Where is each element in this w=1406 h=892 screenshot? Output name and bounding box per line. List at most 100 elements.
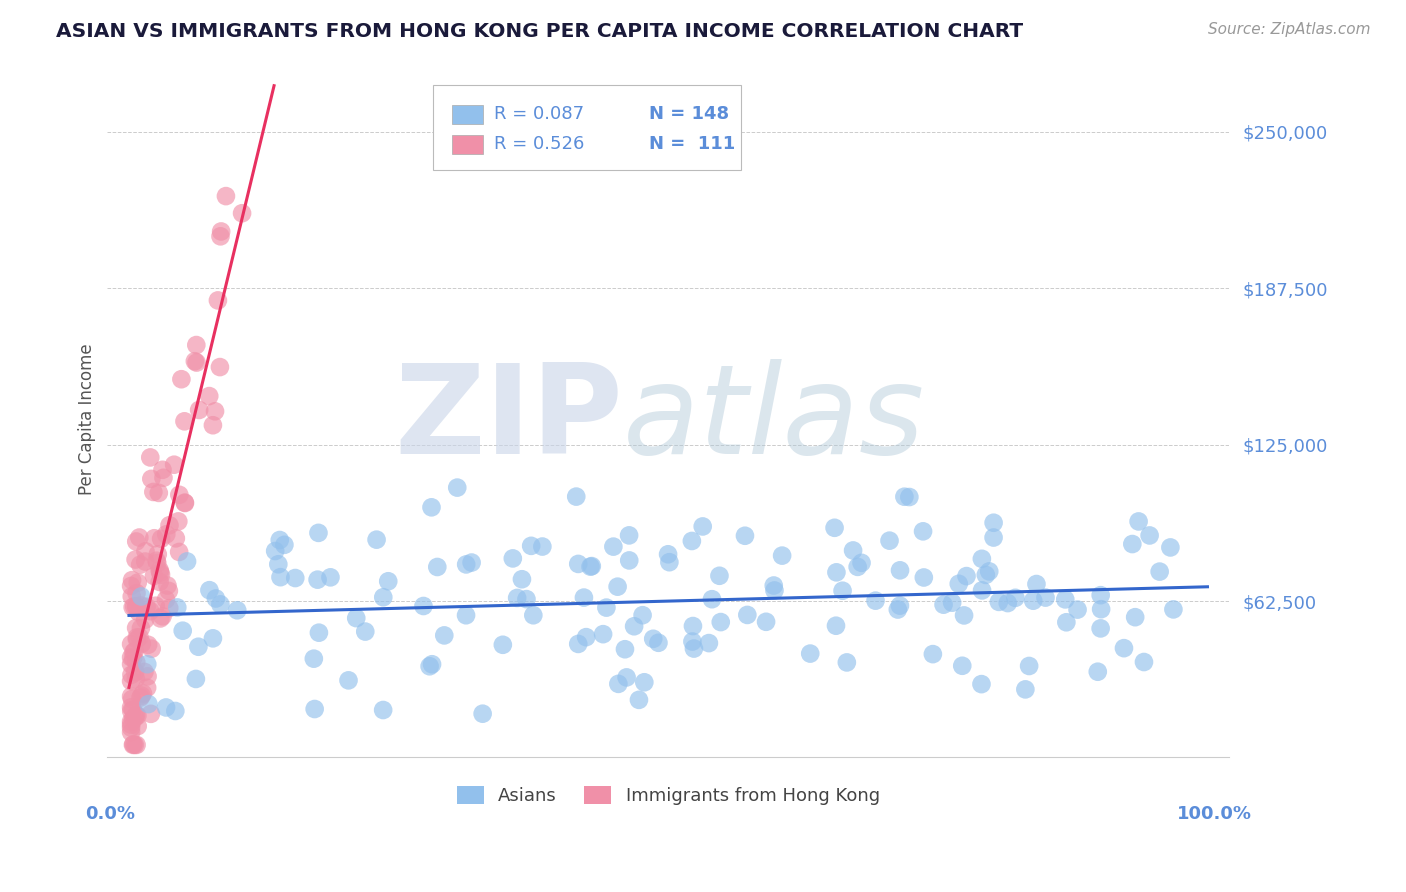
- Point: [471, 706, 494, 721]
- Point: [825, 566, 848, 580]
- Point: [319, 570, 342, 584]
- Point: [835, 656, 858, 670]
- Point: [273, 538, 295, 552]
- Point: [139, 706, 162, 721]
- Point: [145, 599, 167, 613]
- Point: [209, 224, 232, 238]
- Point: [657, 547, 679, 561]
- Point: [1090, 621, 1112, 635]
- Point: [146, 547, 169, 561]
- Point: [176, 554, 198, 568]
- Point: [125, 672, 148, 686]
- Point: [921, 647, 943, 661]
- Point: [142, 485, 165, 500]
- Point: [506, 591, 529, 605]
- Point: [269, 533, 291, 547]
- Point: [970, 551, 993, 566]
- Point: [633, 675, 655, 690]
- Point: [606, 580, 628, 594]
- Point: [167, 545, 190, 559]
- Point: [658, 555, 681, 569]
- Point: [1139, 528, 1161, 542]
- Point: [125, 586, 148, 600]
- Point: [121, 600, 143, 615]
- Text: ASIAN VS IMMIGRANTS FROM HONG KONG PER CAPITA INCOME CORRELATION CHART: ASIAN VS IMMIGRANTS FROM HONG KONG PER C…: [56, 22, 1024, 41]
- Point: [831, 583, 853, 598]
- Point: [152, 609, 174, 624]
- Point: [426, 560, 449, 574]
- Point: [932, 598, 955, 612]
- Point: [125, 708, 148, 723]
- Point: [146, 556, 169, 570]
- Point: [419, 659, 441, 673]
- Point: [898, 490, 921, 504]
- Point: [208, 360, 231, 375]
- Point: [122, 703, 145, 717]
- Point: [157, 583, 180, 598]
- Point: [124, 665, 146, 679]
- Point: [734, 529, 756, 543]
- Point: [846, 560, 869, 574]
- Point: [565, 490, 588, 504]
- Point: [121, 573, 143, 587]
- Point: [120, 579, 142, 593]
- Point: [120, 714, 142, 729]
- Point: [120, 657, 142, 672]
- Point: [1163, 602, 1185, 616]
- Point: [152, 463, 174, 477]
- Point: [1123, 610, 1146, 624]
- Text: Source: ZipAtlas.com: Source: ZipAtlas.com: [1208, 22, 1371, 37]
- Text: R = 0.526: R = 0.526: [495, 135, 585, 153]
- Point: [1014, 682, 1036, 697]
- Point: [165, 532, 187, 546]
- Point: [134, 665, 156, 679]
- Point: [149, 566, 172, 580]
- FancyBboxPatch shape: [433, 86, 741, 169]
- Point: [955, 569, 977, 583]
- Point: [204, 404, 226, 418]
- Point: [1133, 655, 1156, 669]
- Point: [129, 621, 152, 635]
- Point: [121, 692, 143, 706]
- Point: [141, 641, 163, 656]
- Point: [366, 533, 388, 547]
- Point: [1054, 592, 1077, 607]
- Point: [420, 500, 443, 515]
- Point: [987, 595, 1010, 609]
- Text: 100.0%: 100.0%: [1177, 805, 1251, 822]
- Point: [595, 600, 617, 615]
- Point: [127, 575, 149, 590]
- Point: [173, 414, 195, 428]
- Point: [198, 389, 221, 403]
- Point: [824, 521, 846, 535]
- Point: [127, 708, 149, 723]
- Point: [337, 673, 360, 688]
- Point: [412, 599, 434, 613]
- Point: [983, 516, 1005, 530]
- Point: [623, 619, 645, 633]
- Point: [304, 702, 326, 716]
- Point: [354, 624, 377, 639]
- Point: [120, 700, 142, 714]
- Text: N =  111: N = 111: [650, 135, 735, 153]
- Point: [1090, 602, 1112, 616]
- Point: [682, 619, 704, 633]
- Point: [125, 655, 148, 669]
- Point: [953, 608, 976, 623]
- Point: [912, 524, 935, 539]
- Point: [139, 450, 162, 465]
- Point: [515, 592, 537, 607]
- Point: [1090, 588, 1112, 602]
- Point: [207, 293, 229, 308]
- Point: [851, 556, 873, 570]
- Point: [125, 738, 148, 752]
- Text: 0.0%: 0.0%: [84, 805, 135, 822]
- Point: [755, 615, 778, 629]
- Text: ZIP: ZIP: [395, 359, 623, 480]
- Point: [125, 621, 148, 635]
- Point: [134, 613, 156, 627]
- Point: [308, 625, 330, 640]
- Point: [502, 551, 524, 566]
- Point: [617, 528, 640, 542]
- Point: [215, 189, 238, 203]
